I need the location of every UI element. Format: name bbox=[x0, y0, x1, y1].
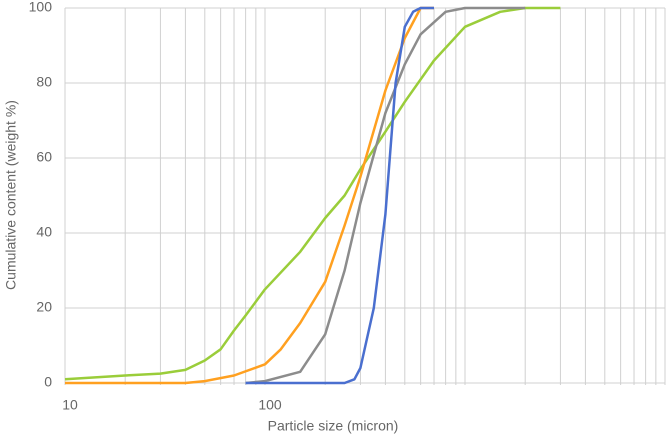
series-line bbox=[64, 6, 561, 381]
x-axis-label: Particle size (micron) bbox=[268, 418, 399, 434]
x-tick-label: 100 bbox=[258, 397, 282, 413]
series-line bbox=[245, 6, 434, 385]
y-tick-label: 80 bbox=[36, 74, 52, 90]
series-line bbox=[65, 6, 434, 385]
y-tick-label: 100 bbox=[29, 0, 53, 15]
y-tick-label: 60 bbox=[36, 149, 52, 165]
y-tick-label: 20 bbox=[36, 299, 52, 315]
x-tick-label: 10 bbox=[62, 397, 78, 413]
series-line bbox=[245, 6, 526, 385]
y-tick-label: 40 bbox=[36, 224, 52, 240]
y-tick-label: 0 bbox=[44, 374, 52, 390]
y-axis-label: Cumulative content (weight %) bbox=[3, 100, 19, 290]
